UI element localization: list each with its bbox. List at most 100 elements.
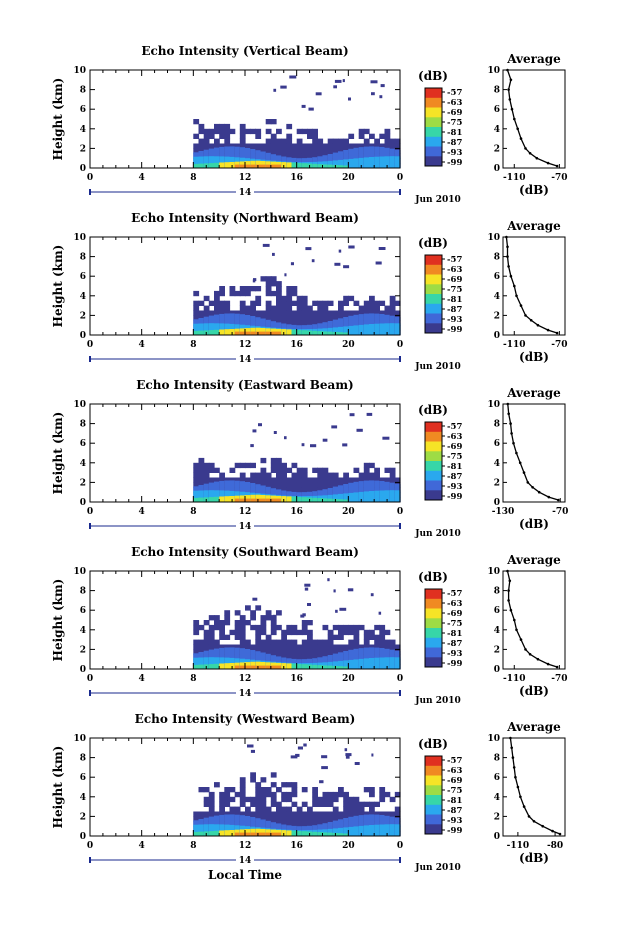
colorbar-tick-label: -75 — [447, 118, 462, 128]
colorbar-swatch — [425, 589, 442, 600]
average-profile-point — [509, 422, 512, 425]
day-span-cap — [89, 857, 91, 863]
average-profile-point — [512, 766, 516, 769]
colorbar-swatch — [425, 628, 442, 639]
average-profile-point — [516, 127, 519, 131]
y-axis-label: Height (km) — [51, 412, 65, 495]
colorbar-swatch — [425, 637, 442, 648]
colorbar-swatch — [425, 618, 442, 629]
colorbar-tick-label: -69 — [447, 275, 462, 285]
y-tick-label: 10 — [73, 567, 86, 577]
y-tick-label: 2 — [80, 812, 86, 822]
average-profile-point — [555, 164, 559, 168]
average-y-tick-label: 2 — [494, 311, 500, 321]
average-frame — [502, 236, 566, 336]
colorbar-frame — [424, 755, 443, 835]
colorbar-tick-label: -87 — [447, 138, 462, 148]
colorbar-tick-label: -99 — [447, 325, 462, 335]
average-y-tick-label: 6 — [494, 606, 500, 616]
average-y-tick-label: 10 — [487, 734, 500, 744]
colorbar-swatch — [425, 313, 442, 324]
colorbar-frame — [424, 421, 443, 501]
y-tick-label: 10 — [73, 734, 86, 744]
average-profile-point — [506, 569, 509, 573]
colorbar-swatch — [425, 284, 442, 295]
average-profile-point — [506, 68, 509, 72]
panel-2: Echo Intensity (Northward Beam) Height (k… — [51, 211, 567, 372]
x-axis-label: Local Time — [208, 868, 282, 882]
y-tick-label: 10 — [73, 233, 86, 243]
x-tick-label: 12 — [239, 173, 252, 183]
y-tick-label: 6 — [80, 272, 86, 282]
average-profile-point — [522, 805, 526, 808]
average-x-tick-label: -110 — [503, 173, 526, 183]
average-profile-point — [536, 323, 540, 327]
average-profile-point — [546, 161, 550, 165]
x-tick-label: 8 — [190, 674, 196, 684]
colorbar-swatch — [425, 97, 442, 108]
colorbar-tick-label: -99 — [447, 659, 462, 669]
echo-heatmap — [193, 743, 401, 837]
chart-title: Echo Intensity (Northward Beam) — [131, 211, 359, 225]
average-profile-point — [509, 78, 513, 82]
colorbar-unit: (dB) — [418, 403, 448, 417]
average-y-tick-label: 2 — [494, 812, 500, 822]
average-profile-point — [507, 412, 511, 416]
average-profile-point — [524, 648, 527, 651]
average-profile-point — [507, 589, 510, 592]
colorbar-tick-label: -63 — [447, 432, 462, 442]
colorbar-tick-label: -69 — [447, 776, 462, 786]
echo-heatmap — [193, 243, 401, 336]
average-profile-point — [519, 304, 523, 307]
x-tick-label: 0 — [397, 507, 403, 517]
x-tick-label: 16 — [290, 841, 303, 851]
x-tick-label: 8 — [190, 173, 196, 183]
average-profile-point — [532, 820, 536, 823]
average-title: Average — [506, 553, 561, 567]
average-profile-point — [535, 156, 539, 160]
panel-5: Echo Intensity (Westward Beam) Height (km… — [51, 712, 566, 873]
colorbar-tick-label: -93 — [447, 482, 462, 492]
average-profile-point — [546, 662, 550, 666]
average-y-tick-label: 4 — [494, 125, 500, 135]
average-profile-point — [519, 638, 523, 641]
average-y-tick-label: 0 — [494, 164, 500, 174]
day-label-bg — [236, 688, 254, 698]
day-label-bg — [236, 187, 254, 197]
colorbar-swatch — [425, 775, 442, 786]
y-tick-label: 4 — [80, 793, 86, 803]
average-profile-point — [507, 88, 510, 91]
colorbar-tick-label: -93 — [447, 315, 462, 325]
average-profile-point — [505, 235, 508, 239]
day-label-bg — [236, 855, 254, 865]
x-tick-label: 0 — [87, 674, 93, 684]
average-x-tick-label: -110 — [503, 340, 526, 350]
day-span-cap — [399, 690, 401, 696]
average-profile-point — [508, 98, 512, 101]
average-profile-point — [514, 775, 517, 779]
average-x-tick-label: -70 — [551, 340, 567, 350]
chart-title: Echo Intensity (Southward Beam) — [131, 545, 359, 559]
colorbar-swatch — [425, 294, 442, 305]
colorbar-tick-label: -93 — [447, 816, 462, 826]
y-tick-label: 2 — [80, 645, 86, 655]
colorbar-swatch — [425, 303, 442, 314]
average-profile-point — [537, 490, 541, 494]
day-span-cap — [89, 189, 91, 195]
y-tick-label: 2 — [80, 311, 86, 321]
average-y-tick-label: 6 — [494, 105, 500, 115]
average-profile-point — [546, 328, 550, 332]
colorbar-tick-label: -69 — [447, 442, 462, 452]
average-profile-point — [529, 319, 533, 322]
x-tick-label: 0 — [397, 173, 403, 183]
colorbar-tick-label: -75 — [447, 786, 462, 796]
average-profile-point — [515, 294, 518, 298]
x-tick-label: 12 — [239, 507, 252, 517]
x-tick-label: 4 — [139, 507, 145, 517]
x-tick-label: 0 — [87, 841, 93, 851]
colorbar-swatch — [425, 608, 442, 619]
average-profile-point — [528, 653, 532, 656]
y-tick-label: 10 — [73, 66, 86, 76]
average-y-tick-label: 10 — [487, 567, 500, 577]
average-profile-point — [516, 785, 520, 789]
